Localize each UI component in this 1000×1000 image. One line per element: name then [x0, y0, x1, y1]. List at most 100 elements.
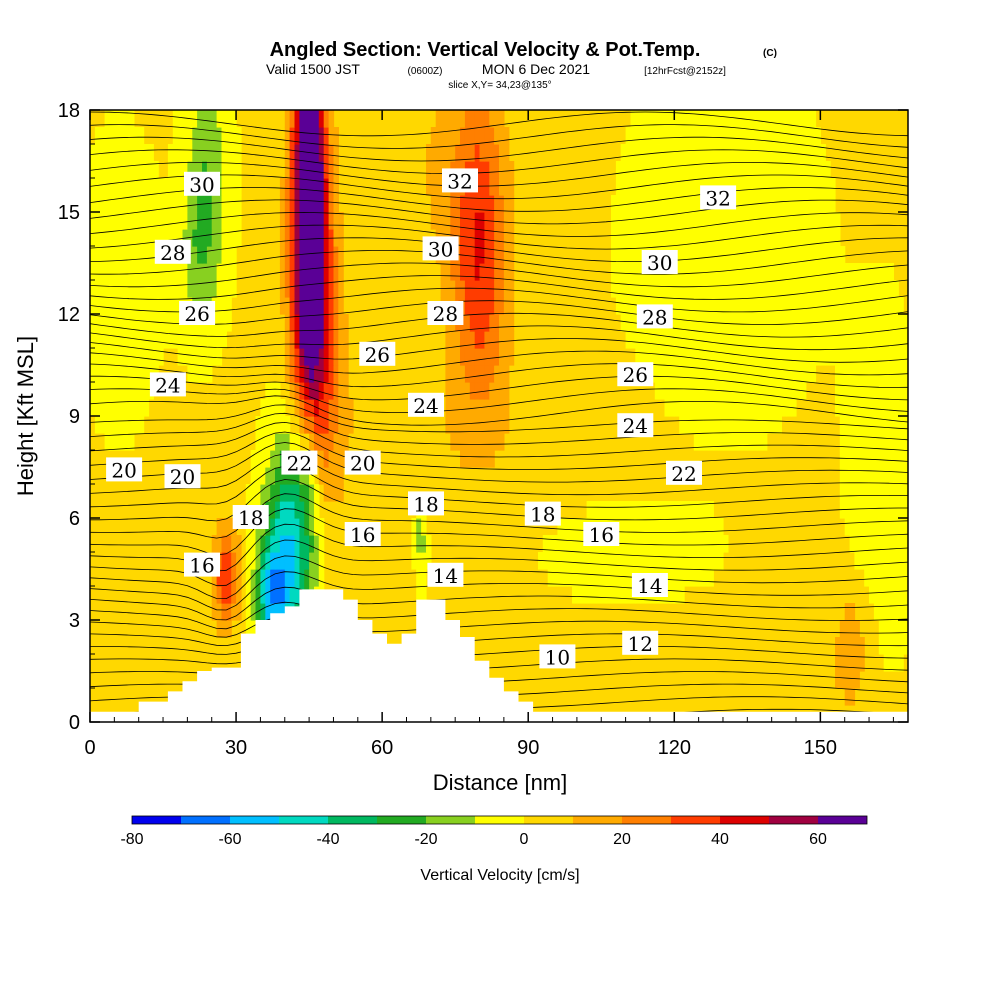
field-cell: [859, 297, 865, 315]
field-cell: [99, 314, 106, 332]
field-cell: [737, 331, 744, 349]
field-cell: [883, 484, 890, 502]
field-cell: [830, 263, 836, 281]
field-cell: [221, 535, 227, 553]
field-cell: [611, 569, 617, 587]
field-cell: [294, 314, 300, 332]
field-cell: [503, 280, 510, 298]
field-cell: [615, 178, 622, 196]
field-cell: [450, 331, 456, 349]
field-cell: [153, 178, 159, 196]
field-cell: [455, 348, 461, 366]
field-cell: [435, 195, 442, 213]
field-cell: [737, 280, 744, 298]
field-cell: [245, 535, 252, 553]
colorbar-swatch: [818, 816, 867, 824]
isentrope-label: 28: [636, 304, 673, 329]
field-cell: [226, 314, 232, 332]
field-cell: [197, 195, 203, 213]
field-cell: [752, 212, 758, 230]
field-cell: [796, 110, 802, 128]
field-cell: [693, 229, 700, 247]
field-cell: [109, 161, 115, 179]
field-cell: [849, 280, 856, 298]
y-tick-label: 6: [69, 508, 80, 530]
field-cell: [309, 467, 315, 485]
field-cell: [786, 399, 792, 417]
field-cell: [688, 110, 695, 128]
isentrope-line: [90, 404, 908, 433]
label-text: 18: [530, 503, 555, 527]
field-cell: [265, 399, 271, 417]
field-cell: [766, 178, 773, 196]
field-cell: [888, 450, 894, 468]
field-cell: [182, 127, 188, 145]
field-cell: [854, 535, 860, 553]
field-cell: [869, 331, 875, 349]
isentrope-label: 26: [179, 301, 216, 326]
isentrope-line: [90, 300, 908, 325]
field-cell: [693, 314, 700, 332]
label-text: 22: [287, 452, 312, 476]
field-cell: [163, 280, 169, 298]
field-cell: [328, 450, 335, 468]
label-box: [427, 562, 464, 587]
field-cell: [143, 263, 150, 281]
isentrope-line: [90, 539, 908, 587]
field-cell: [172, 314, 179, 332]
field-cell: [294, 535, 300, 553]
field-cell: [679, 110, 685, 128]
field-cell: [776, 416, 782, 434]
field-cell: [284, 348, 291, 366]
field-cell: [771, 212, 778, 230]
field-cell: [255, 484, 261, 502]
field-cell: [659, 195, 666, 213]
field-cell: [849, 620, 856, 638]
field-cell: [796, 263, 802, 281]
field-cell: [898, 399, 904, 417]
field-cell: [713, 280, 719, 298]
isentrope-label: 16: [583, 522, 620, 547]
field-cell: [138, 399, 145, 417]
field-cell: [878, 620, 885, 638]
field-cell: [294, 518, 300, 536]
field-cell: [869, 501, 875, 519]
field-cell: [304, 518, 310, 536]
isentrope-label: 18: [524, 501, 561, 527]
field-cell: [723, 127, 729, 145]
field-cell: [114, 433, 120, 451]
field-cell: [309, 263, 315, 281]
field-cell: [245, 603, 252, 621]
field-cell: [328, 348, 335, 366]
field-cell: [761, 212, 768, 230]
field-cell: [674, 195, 680, 213]
isentrope-label: 28: [154, 239, 191, 265]
field-cell: [630, 110, 636, 128]
field-cell: [791, 348, 797, 366]
field-cell: [182, 195, 188, 213]
field-cell: [182, 331, 188, 349]
field-cell: [752, 144, 758, 162]
field-cell: [620, 195, 627, 213]
field-cell: [708, 501, 714, 519]
field-cell: [124, 161, 130, 179]
label-text: 32: [705, 186, 730, 210]
field-cell: [611, 280, 617, 298]
field-cell: [747, 263, 753, 281]
field-cell: [708, 433, 714, 451]
field-cell: [869, 450, 875, 468]
field-cell: [440, 212, 447, 230]
field-cell: [216, 144, 223, 162]
field-cell: [591, 586, 597, 604]
field-cell: [664, 348, 670, 366]
field-cell: [99, 127, 106, 145]
field-cell: [148, 263, 154, 281]
field-cell: [684, 297, 690, 315]
field-cell: [289, 263, 296, 281]
field-cell: [727, 433, 734, 451]
field-cell: [197, 280, 203, 298]
field-cell: [869, 552, 875, 570]
field-cell: [289, 433, 296, 451]
field-cell: [226, 552, 232, 570]
field-cell: [635, 331, 641, 349]
